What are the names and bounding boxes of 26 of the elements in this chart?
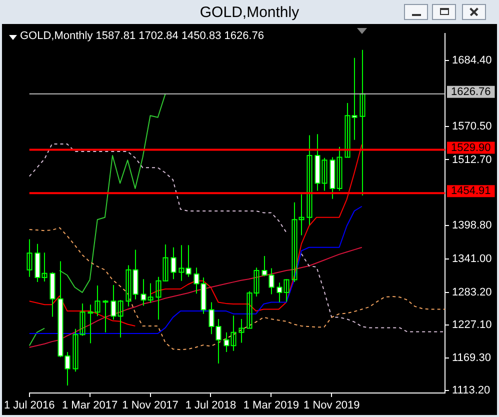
y-tick-label: 1398.80	[452, 220, 492, 232]
line-series	[28, 227, 446, 350]
candlestick	[360, 49, 366, 196]
y-tick-label: 1169.30	[452, 352, 491, 364]
y-tick-label: 1113.20	[452, 384, 490, 397]
ref-line-label: 1454.91	[451, 185, 491, 198]
candlestick	[306, 134, 312, 226]
candlestick	[238, 318, 244, 344]
y-tick-label: 1283.20	[452, 286, 492, 298]
y-tick-label: 1684.40	[452, 54, 492, 67]
y-tick-label: 1227.10	[452, 318, 492, 331]
y-tick-label: 1570.50	[452, 120, 492, 132]
ref-line-label: 1626.76	[451, 86, 491, 98]
candlestick	[102, 299, 108, 333]
candlestick	[26, 238, 32, 278]
x-tick-label: 1 Mar 2019	[243, 400, 300, 412]
x-tick-label: 1 Nov 2017	[122, 400, 178, 412]
y-tick-label: 1341.00	[452, 252, 492, 265]
y-tick-label: 1512.70	[452, 154, 492, 166]
x-tick-label: 1 Nov 2019	[304, 400, 360, 412]
chart-subtitle: GOLD,Monthly 1587.81 1702.84 1450.83 1626.76	[20, 30, 264, 42]
ref-line-label: 1529.90	[451, 142, 491, 154]
x-tick-label: 1 Mar 2017	[62, 400, 118, 412]
x-tick-label: 1 Jul 2018	[185, 400, 236, 412]
chart-title: GOLD,Monthly	[198, 4, 300, 21]
x-tick-label: 1 Jul 2016	[4, 400, 55, 412]
